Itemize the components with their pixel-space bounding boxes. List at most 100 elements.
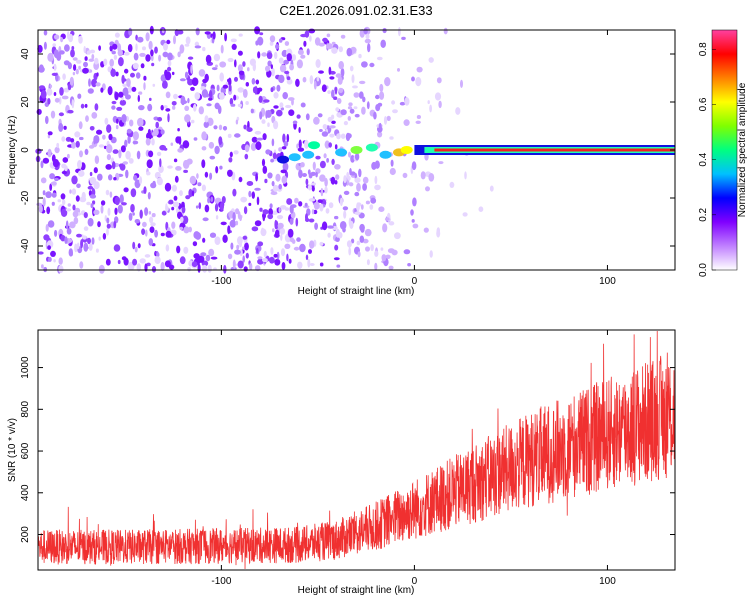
heatmap-cell — [357, 251, 361, 258]
spectrogram-xtick-label: -100 — [211, 276, 231, 287]
heatmap-cell — [87, 185, 94, 190]
heatmap-cell — [125, 169, 129, 179]
heatmap-cell — [349, 108, 355, 114]
heatmap-cell — [402, 172, 408, 179]
heatmap-cell — [190, 119, 195, 124]
heatmap-cell — [140, 63, 145, 69]
heatmap-cell — [351, 74, 355, 84]
heatmap-cell — [167, 113, 170, 123]
heatmap-cell — [288, 109, 295, 116]
heatmap-cell — [360, 204, 364, 210]
heatmap-cell — [339, 221, 347, 230]
heatmap-cell — [236, 244, 240, 250]
heatmap-cell — [48, 257, 52, 262]
spectrogram-ytick-label: 0 — [20, 147, 31, 153]
heatmap-cell — [121, 202, 127, 206]
heatmap-cell — [343, 210, 347, 219]
snr-ticks: -100 0 100 200 400 600 800 1000 — [20, 330, 675, 587]
heatmap-cell — [353, 92, 360, 98]
heatmap-cell — [46, 88, 53, 96]
heatmap-cell — [124, 139, 128, 148]
heatmap-cell — [134, 179, 141, 189]
heatmap-cell — [47, 134, 51, 139]
heatmap-cell — [305, 113, 310, 121]
heatmap-cell — [359, 235, 365, 243]
heatmap-cell — [227, 57, 234, 63]
heatmap-cell — [174, 29, 179, 37]
heatmap-cell — [132, 140, 139, 145]
heatmap-cell — [346, 47, 353, 57]
heatmap-cell — [237, 260, 244, 269]
heatmap-cell — [348, 102, 353, 107]
heatmap-cell — [59, 87, 64, 96]
heatmap-cell — [242, 246, 245, 250]
heatmap-cell — [131, 86, 137, 92]
heatmap-cell — [98, 45, 101, 51]
heatmap-cell — [261, 119, 266, 124]
heatmap-cell — [165, 91, 171, 99]
heatmap-cell — [142, 46, 146, 51]
heatmap-cell — [143, 186, 147, 195]
heatmap-cell — [215, 166, 219, 174]
heatmap-cell — [389, 167, 396, 176]
heatmap-cell — [265, 65, 270, 72]
heatmap-cell — [369, 204, 374, 210]
heatmap-cell — [340, 67, 345, 77]
heatmap-cell — [40, 177, 47, 184]
heatmap-cell — [47, 220, 55, 228]
heatmap-cell — [234, 249, 241, 255]
heatmap-cell — [43, 30, 48, 36]
heatmap-cell — [257, 256, 263, 260]
heatmap-cell — [181, 201, 185, 208]
heatmap-cell — [223, 264, 227, 274]
heatmap-cell — [51, 72, 58, 76]
heatmap-cell — [307, 258, 311, 268]
heatmap-cell — [349, 65, 354, 72]
heatmap-cell — [139, 176, 143, 185]
spectrogram-ytick-label: -20 — [20, 190, 31, 205]
heatmap-cell — [350, 155, 355, 163]
heatmap-cell — [160, 129, 165, 135]
heatmap-cell — [315, 59, 321, 68]
heatmap-cell — [165, 206, 169, 212]
heatmap-cell — [156, 151, 162, 157]
heatmap-cell — [220, 221, 227, 226]
heatmap-cell — [251, 78, 256, 85]
heatmap-cell — [172, 105, 176, 110]
snr-ytick-label: 1000 — [20, 356, 31, 379]
heatmap-cell — [296, 114, 301, 119]
heatmap-cell — [149, 97, 152, 101]
colorbar-tick-label: 0.4 — [698, 152, 709, 166]
heatmap-cell — [205, 254, 211, 262]
heatmap-cell — [40, 90, 47, 99]
heatmap-cell — [415, 120, 421, 125]
heatmap-cell — [193, 103, 197, 112]
heatmap-cell — [73, 217, 79, 225]
heatmap-cell — [367, 43, 371, 53]
heatmap-cell — [370, 244, 374, 252]
spectrogram-ytick-label: 20 — [20, 96, 31, 108]
heatmap-cell — [374, 184, 381, 191]
heatmap-cell — [335, 107, 340, 112]
ridge-fragment — [335, 148, 348, 157]
heatmap-cell — [47, 131, 53, 136]
heatmap-cell — [356, 202, 360, 212]
heatmap-cell — [65, 220, 69, 230]
snr-series-line — [37, 331, 676, 569]
heatmap-cell — [401, 36, 406, 41]
heatmap-cell — [239, 214, 243, 222]
heatmap-cell — [384, 217, 390, 221]
heatmap-cell — [257, 51, 261, 59]
heatmap-cell — [232, 259, 236, 269]
heatmap-cell — [280, 248, 286, 257]
heatmap-cell — [93, 135, 100, 144]
heatmap-cell — [109, 191, 113, 198]
spectrogram-ticks: -100 0 100 -40 -20 0 20 40 — [20, 30, 675, 287]
heatmap-cell — [74, 243, 78, 253]
heatmap-cell — [135, 43, 138, 52]
heatmap-cell — [334, 215, 339, 220]
colorbar-ticks: 0.0 0.2 0.4 0.6 0.8 — [698, 42, 716, 277]
heatmap-cell — [318, 42, 325, 47]
heatmap-cell — [376, 56, 383, 61]
heatmap-cell — [213, 53, 221, 62]
